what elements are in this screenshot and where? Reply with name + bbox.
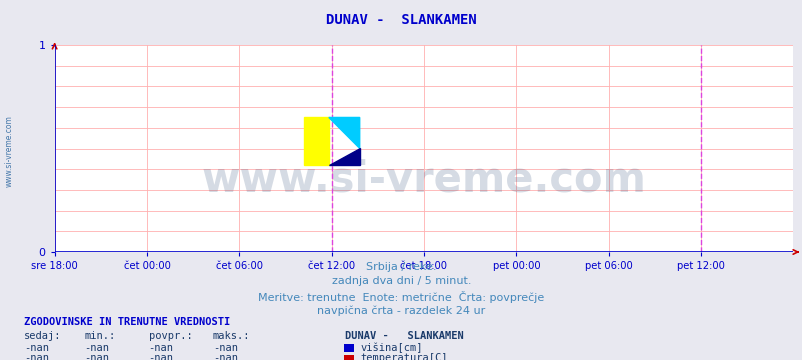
Text: povpr.:: povpr.: (148, 331, 192, 341)
Text: -nan: -nan (148, 343, 173, 353)
Text: sedaj:: sedaj: (24, 331, 62, 341)
Text: -nan: -nan (24, 354, 49, 360)
Text: navpična črta - razdelek 24 ur: navpična črta - razdelek 24 ur (317, 305, 485, 316)
Text: -nan: -nan (148, 354, 173, 360)
Text: www.si-vreme.com: www.si-vreme.com (5, 115, 14, 187)
Text: Srbija / reke.: Srbija / reke. (366, 262, 436, 272)
Text: DUNAV -  SLANKAMEN: DUNAV - SLANKAMEN (326, 13, 476, 27)
Text: maks.:: maks.: (213, 331, 250, 341)
Text: DUNAV -   SLANKAMEN: DUNAV - SLANKAMEN (345, 331, 464, 341)
Bar (303, 117, 329, 165)
Text: -nan: -nan (84, 354, 109, 360)
Text: www.si-vreme.com: www.si-vreme.com (201, 158, 646, 201)
Text: -nan: -nan (213, 354, 237, 360)
Text: zadnja dva dni / 5 minut.: zadnja dva dni / 5 minut. (331, 276, 471, 287)
Text: temperatura[C]: temperatura[C] (360, 354, 448, 360)
Text: ZGODOVINSKE IN TRENUTNE VREDNOSTI: ZGODOVINSKE IN TRENUTNE VREDNOSTI (24, 317, 230, 327)
Text: -nan: -nan (213, 343, 237, 353)
Text: -nan: -nan (24, 343, 49, 353)
Text: min.:: min.: (84, 331, 115, 341)
Text: -nan: -nan (84, 343, 109, 353)
Polygon shape (329, 117, 359, 148)
Polygon shape (329, 148, 359, 165)
Text: višina[cm]: višina[cm] (360, 342, 423, 353)
Text: Meritve: trenutne  Enote: metrične  Črta: povprečje: Meritve: trenutne Enote: metrične Črta: … (258, 291, 544, 303)
